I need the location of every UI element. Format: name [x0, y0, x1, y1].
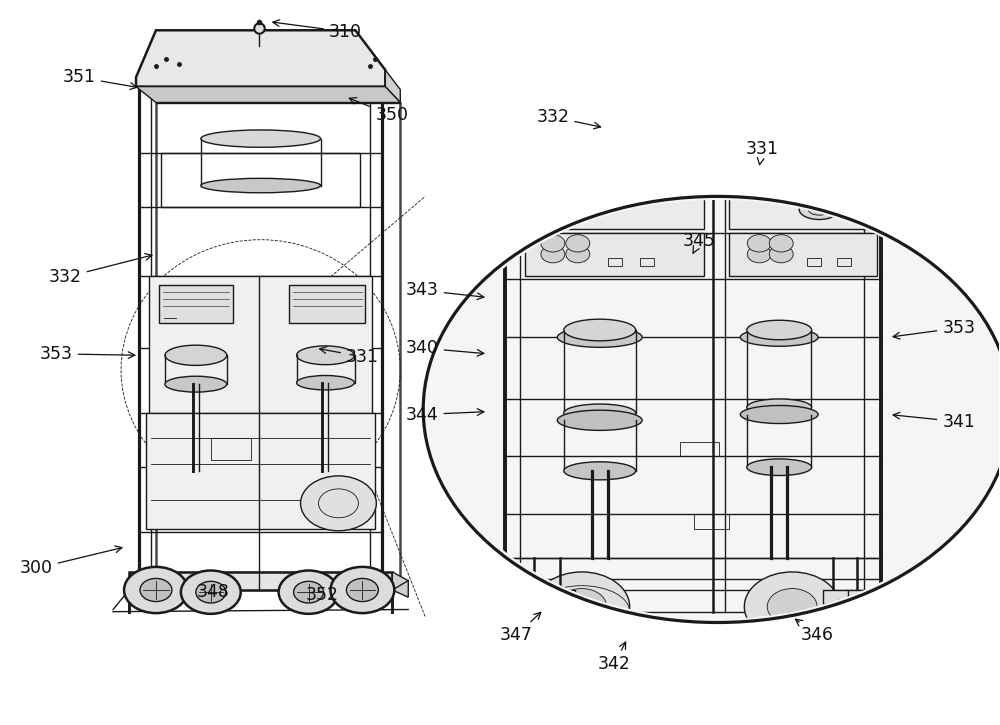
Circle shape: [769, 235, 793, 252]
Ellipse shape: [747, 459, 812, 476]
Ellipse shape: [747, 399, 812, 415]
Circle shape: [301, 476, 376, 531]
Text: 332: 332: [49, 254, 152, 286]
Text: 341: 341: [893, 413, 975, 431]
Circle shape: [140, 579, 172, 602]
Polygon shape: [146, 413, 375, 529]
Ellipse shape: [747, 320, 812, 340]
Ellipse shape: [564, 462, 636, 480]
Polygon shape: [385, 70, 400, 102]
Text: 310: 310: [273, 20, 362, 41]
Text: 346: 346: [796, 619, 834, 645]
Circle shape: [196, 581, 226, 603]
Circle shape: [294, 581, 323, 603]
Circle shape: [744, 572, 840, 642]
Circle shape: [279, 571, 338, 614]
Polygon shape: [524, 590, 549, 605]
Polygon shape: [530, 189, 704, 229]
Ellipse shape: [799, 199, 839, 220]
Text: 352: 352: [306, 586, 339, 604]
Text: 350: 350: [349, 98, 409, 125]
Text: 351: 351: [63, 68, 137, 89]
Ellipse shape: [564, 319, 636, 341]
Polygon shape: [392, 572, 408, 597]
Circle shape: [747, 246, 771, 263]
Polygon shape: [149, 276, 372, 413]
Polygon shape: [129, 572, 392, 590]
Ellipse shape: [740, 405, 818, 423]
Circle shape: [346, 579, 378, 602]
Ellipse shape: [297, 376, 354, 390]
Ellipse shape: [297, 346, 354, 365]
Text: 332: 332: [536, 108, 601, 129]
Text: 331: 331: [746, 141, 779, 165]
Circle shape: [534, 572, 630, 642]
Text: 300: 300: [20, 546, 122, 577]
Circle shape: [566, 246, 590, 263]
Text: 342: 342: [597, 642, 630, 674]
Circle shape: [541, 235, 565, 252]
Text: 331: 331: [320, 347, 379, 365]
Text: 348: 348: [196, 583, 229, 601]
Ellipse shape: [201, 178, 320, 193]
Polygon shape: [289, 284, 365, 323]
Text: 340: 340: [406, 339, 484, 357]
Text: 344: 344: [406, 405, 484, 423]
Circle shape: [769, 246, 793, 263]
Circle shape: [181, 571, 241, 614]
Polygon shape: [729, 189, 874, 229]
Text: 353: 353: [40, 345, 135, 362]
Ellipse shape: [201, 130, 320, 147]
Text: 343: 343: [406, 281, 484, 299]
Text: 353: 353: [893, 319, 975, 339]
Polygon shape: [159, 284, 233, 323]
Ellipse shape: [564, 404, 636, 422]
Ellipse shape: [547, 199, 592, 220]
Ellipse shape: [557, 410, 642, 431]
Text: 345: 345: [683, 232, 716, 253]
Circle shape: [423, 196, 1000, 623]
Ellipse shape: [557, 203, 582, 216]
Polygon shape: [136, 86, 400, 102]
Circle shape: [541, 246, 565, 263]
Ellipse shape: [165, 345, 227, 365]
Text: 347: 347: [500, 613, 541, 645]
Circle shape: [767, 589, 817, 625]
Polygon shape: [525, 233, 704, 276]
Polygon shape: [823, 590, 848, 605]
Ellipse shape: [740, 328, 818, 347]
Polygon shape: [847, 590, 872, 605]
Polygon shape: [136, 30, 385, 86]
Ellipse shape: [557, 327, 642, 347]
Polygon shape: [550, 590, 575, 605]
Circle shape: [330, 567, 394, 613]
Ellipse shape: [808, 204, 830, 215]
Ellipse shape: [165, 376, 227, 392]
Polygon shape: [729, 233, 877, 276]
Circle shape: [566, 235, 590, 252]
Circle shape: [747, 235, 771, 252]
Polygon shape: [545, 167, 889, 186]
Polygon shape: [889, 167, 907, 196]
Circle shape: [557, 589, 607, 625]
Circle shape: [124, 567, 188, 613]
